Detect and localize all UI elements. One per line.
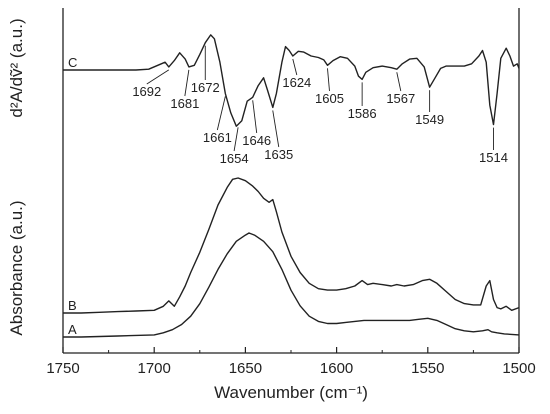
peak-label: 1692 (132, 84, 161, 99)
peak-label: 1672 (191, 80, 220, 95)
peak-label: 1605 (315, 91, 344, 106)
peak-label: 1654 (220, 151, 249, 166)
labels-layer: Wavenumber (cm⁻¹) d²A/dṽ² (a.u.) Absorba… (7, 18, 368, 402)
peak-leader-line (327, 68, 330, 92)
series-label-C: C (68, 55, 77, 70)
peak-leader-line (184, 69, 190, 97)
y-axis-title-top: d²A/dṽ² (a.u.) (7, 18, 26, 117)
axes-group: 1750 1700 1650 1600 1550 1500 (46, 8, 536, 377)
series-line-A (63, 232, 520, 338)
series-label-B: B (68, 298, 77, 313)
x-axis-title: Wavenumber (cm⁻¹) (214, 383, 368, 402)
peak-label: 1624 (282, 75, 311, 90)
peak-label: 1514 (479, 150, 508, 165)
x-tick-label: 1600 (320, 360, 353, 377)
x-tick-label: 1750 (46, 360, 79, 377)
y-axis-title-bottom: Absorbance (a.u.) (7, 200, 26, 335)
series-label-A: A (68, 322, 77, 337)
peak-leader-line (252, 100, 258, 134)
series-line-B (63, 177, 520, 314)
peak-label: 1661 (203, 130, 232, 145)
peak-leader-line (292, 58, 298, 76)
x-tick-label: 1500 (502, 360, 535, 377)
peak-leader-line (146, 69, 170, 85)
peak-leader-line (233, 127, 239, 152)
peak-leader-line (216, 96, 226, 131)
peak-label: 1567 (386, 91, 415, 106)
peak-leader-line (272, 110, 280, 148)
peak-label: 1646 (242, 133, 271, 148)
peak-label: 1549 (415, 112, 444, 127)
x-tick-label: 1550 (411, 360, 444, 377)
x-tick-label: 1650 (229, 360, 262, 377)
series-line-C (63, 34, 520, 127)
peak-label: 1681 (170, 96, 199, 111)
peak-leader-line (396, 72, 402, 92)
series-layer: AB C (63, 34, 520, 338)
x-tick-label: 1700 (138, 360, 171, 377)
peak-label: 1586 (348, 106, 377, 121)
peak-label: 1635 (264, 147, 293, 162)
